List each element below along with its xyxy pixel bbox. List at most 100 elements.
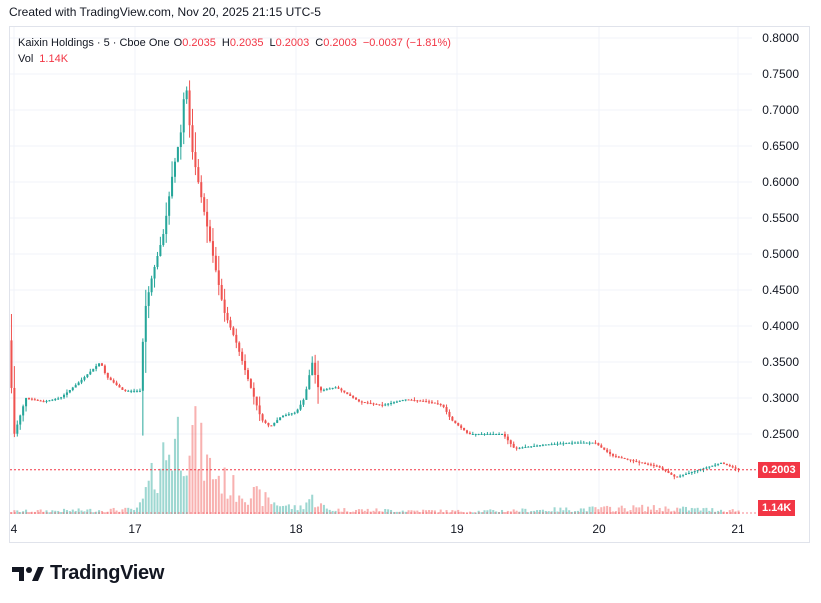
volume-bar [363, 510, 366, 514]
volume-bar [649, 509, 652, 514]
candle-body [325, 389, 328, 391]
chart-legend: Kaixin Holdings · 5 · Cboe One O 0.2035 … [18, 35, 451, 67]
candle-body [258, 405, 261, 415]
candle-body [206, 211, 209, 227]
candle-body [261, 414, 264, 421]
candle-body [500, 434, 504, 435]
candle-body [463, 427, 466, 431]
volume-bar [127, 507, 130, 514]
volume-bar [284, 505, 287, 514]
candle-body [483, 434, 486, 435]
candle-body [162, 234, 165, 246]
candle-body [270, 425, 273, 427]
volume-bar [27, 512, 31, 514]
volume-bar [229, 495, 232, 514]
candle-body [276, 420, 279, 423]
candle-body [83, 377, 86, 380]
candle-body [731, 466, 734, 468]
candle-body [442, 404, 445, 408]
candle-body [173, 161, 177, 177]
candle-body [684, 473, 688, 475]
volume-bar [410, 510, 413, 514]
volume-bar [384, 508, 387, 514]
volume-bar [95, 511, 98, 514]
volume-bar [448, 512, 451, 514]
candle-body [249, 379, 252, 388]
symbol-title[interactable]: Kaixin Holdings · 5 · Cboe One [18, 37, 170, 49]
volume-bar [696, 507, 699, 514]
volume-bar [454, 510, 457, 514]
volume-bar [200, 422, 203, 514]
candle-body [112, 380, 115, 383]
candle-body [328, 388, 331, 390]
volume-bar [255, 486, 258, 514]
candle-body [474, 434, 477, 435]
volume-bar [197, 469, 200, 514]
high-value: 0.2035 [229, 37, 264, 49]
candle-body [244, 360, 247, 371]
candle-body [486, 434, 489, 435]
volume-bar [208, 457, 212, 514]
candle-body [226, 312, 229, 321]
candle-body [609, 451, 612, 455]
candle-body [302, 399, 305, 405]
candle-body [334, 387, 337, 389]
candle-body [176, 147, 179, 162]
volume-bar [632, 505, 635, 514]
candle-body [340, 388, 343, 391]
volume-bar [401, 510, 404, 514]
volume-bar [308, 499, 311, 514]
volume-bar [617, 507, 620, 514]
tradingview-logo[interactable]: TradingView [12, 562, 164, 585]
volume-bar [594, 507, 597, 514]
candle-body [573, 442, 577, 444]
candle-body [644, 463, 647, 465]
volume-bar [679, 508, 682, 514]
candle-body [699, 469, 702, 471]
candle-body [489, 434, 492, 435]
volume-bar [460, 511, 463, 514]
candle-body [690, 472, 693, 474]
volume-bar [173, 438, 177, 514]
volume-bar [623, 508, 626, 514]
volume-bar [468, 511, 471, 514]
volume-bar [267, 497, 270, 514]
candle-body [48, 400, 51, 402]
candle-body [419, 400, 422, 402]
volume-bar [62, 508, 66, 514]
volume-bar [337, 508, 340, 514]
volume-bar [98, 510, 101, 514]
volume-bar [249, 498, 252, 514]
candle-body [16, 424, 19, 434]
candle-body [585, 442, 588, 444]
volume-bar [427, 510, 431, 514]
candle-body [652, 464, 655, 466]
candle-body [255, 396, 258, 406]
volume-bar [676, 507, 679, 514]
volume-bar [430, 510, 433, 514]
candle-body [509, 440, 512, 444]
volume-bar [171, 470, 174, 514]
candle-body [153, 266, 156, 279]
candle-body [378, 404, 381, 406]
volume-bar [451, 510, 454, 514]
y-tick-label: 0.6500 [762, 139, 799, 153]
candle-body [655, 465, 658, 467]
volume-bar [392, 511, 396, 514]
candle-body [375, 403, 378, 405]
candle-body [89, 371, 92, 375]
candle-body [354, 397, 358, 400]
volume-bar [711, 508, 714, 514]
candle-body [179, 132, 182, 148]
volume-bar [635, 507, 638, 514]
candle-body [235, 334, 238, 343]
candle-body [392, 402, 396, 404]
volume-bar [471, 512, 474, 514]
candle-body [460, 425, 463, 428]
candle-body [413, 400, 416, 402]
candle-body [471, 434, 474, 435]
volume-bar [206, 454, 209, 514]
volume-bar [325, 508, 328, 514]
volume-bar [179, 470, 182, 514]
